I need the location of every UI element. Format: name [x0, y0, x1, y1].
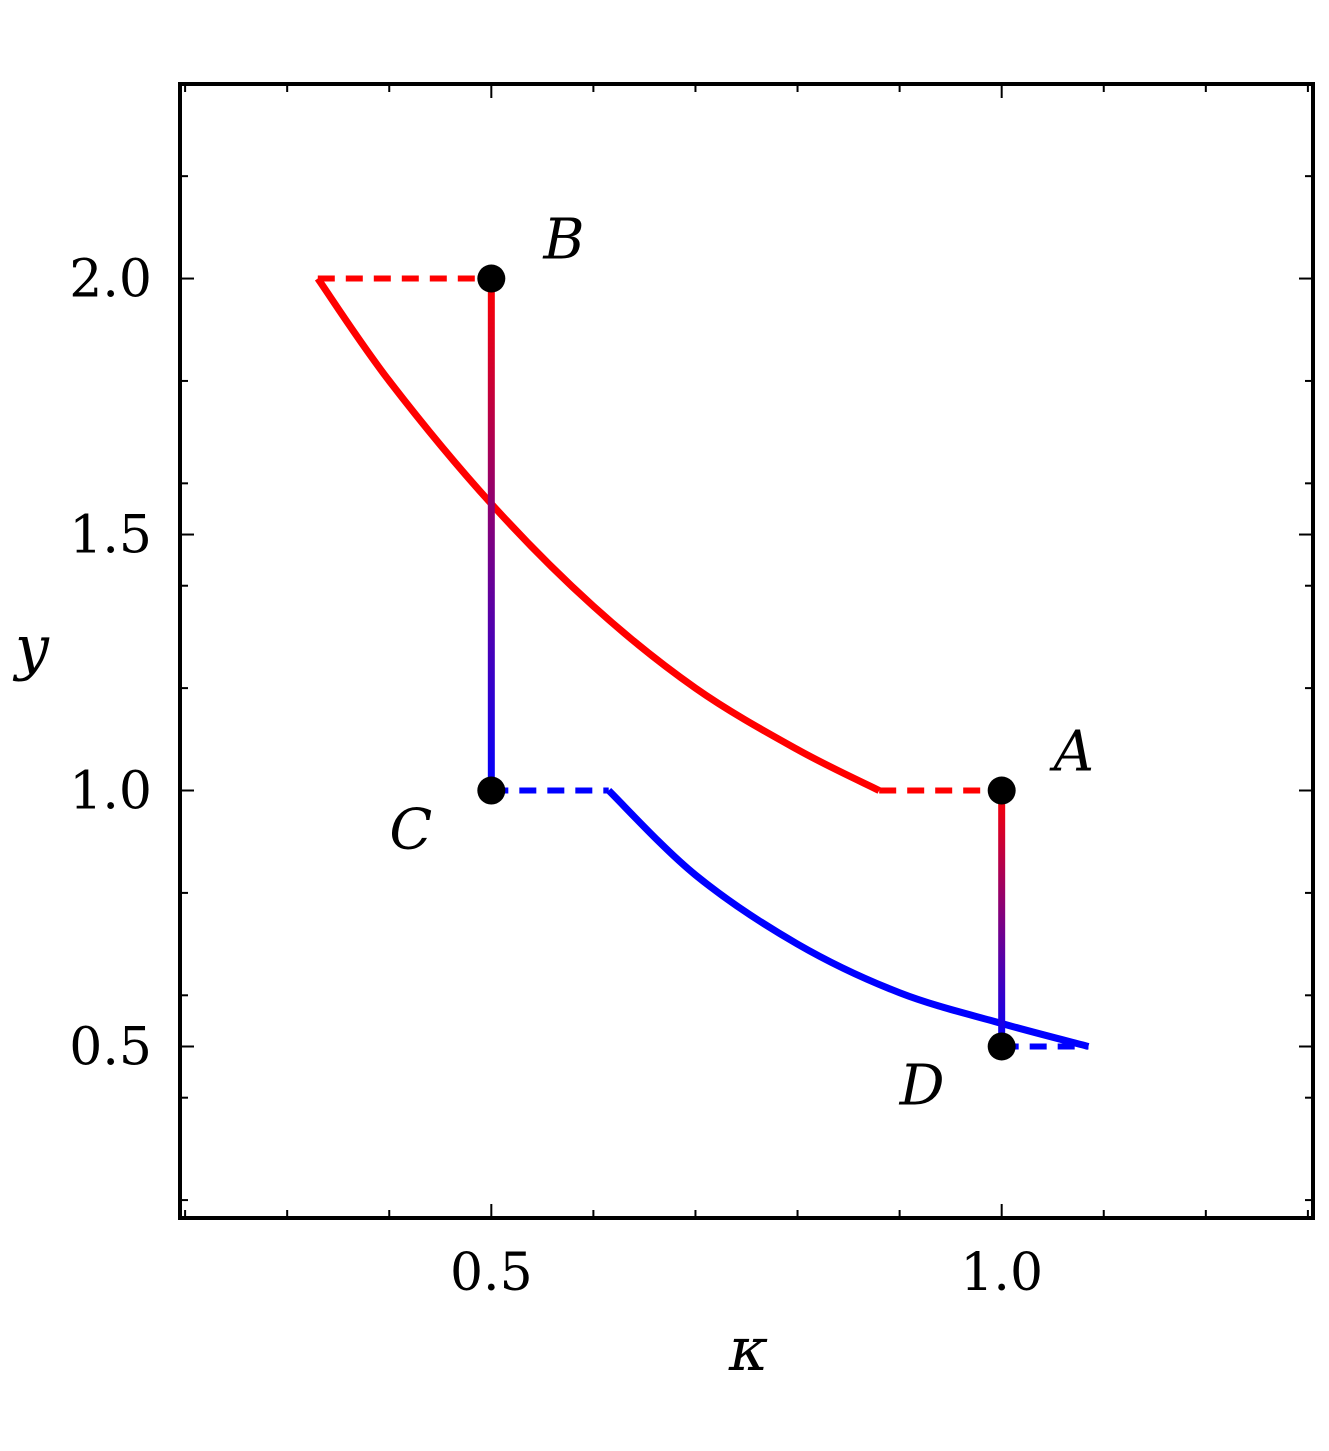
point-label-D: D	[899, 1053, 945, 1118]
upper-curve	[314, 276, 881, 794]
vertical-right	[998, 790, 1006, 1047]
point-D	[987, 1032, 1016, 1061]
x-tick-label: 0.5	[450, 1243, 533, 1303]
y-tick-label: 2.0	[69, 250, 152, 310]
plot-frame	[178, 82, 1315, 1220]
y-tick-label: 0.5	[69, 1017, 152, 1077]
point-label-B: B	[542, 208, 584, 273]
y-axis-label: y	[12, 613, 50, 683]
axis-ticks	[180, 84, 1313, 1218]
vertical-left	[487, 278, 495, 791]
point-A	[987, 776, 1016, 805]
plot-lines	[314, 275, 1090, 1050]
axis-text: 0.5 1.0 0.5 1.0 1.5 2.0 κ y	[12, 250, 1043, 1385]
y-tick-label: 1.5	[69, 506, 152, 566]
point-C	[477, 776, 506, 805]
point-label-A: A	[1049, 720, 1094, 785]
point-label-C: C	[389, 798, 432, 863]
lower-curve	[606, 788, 1090, 1050]
plot-points: A B C D	[389, 208, 1094, 1119]
y-tick-label: 1.0	[69, 762, 152, 822]
point-B	[477, 264, 506, 293]
x-axis-label: κ	[728, 1315, 768, 1385]
x-tick-label: 1.0	[960, 1243, 1043, 1303]
